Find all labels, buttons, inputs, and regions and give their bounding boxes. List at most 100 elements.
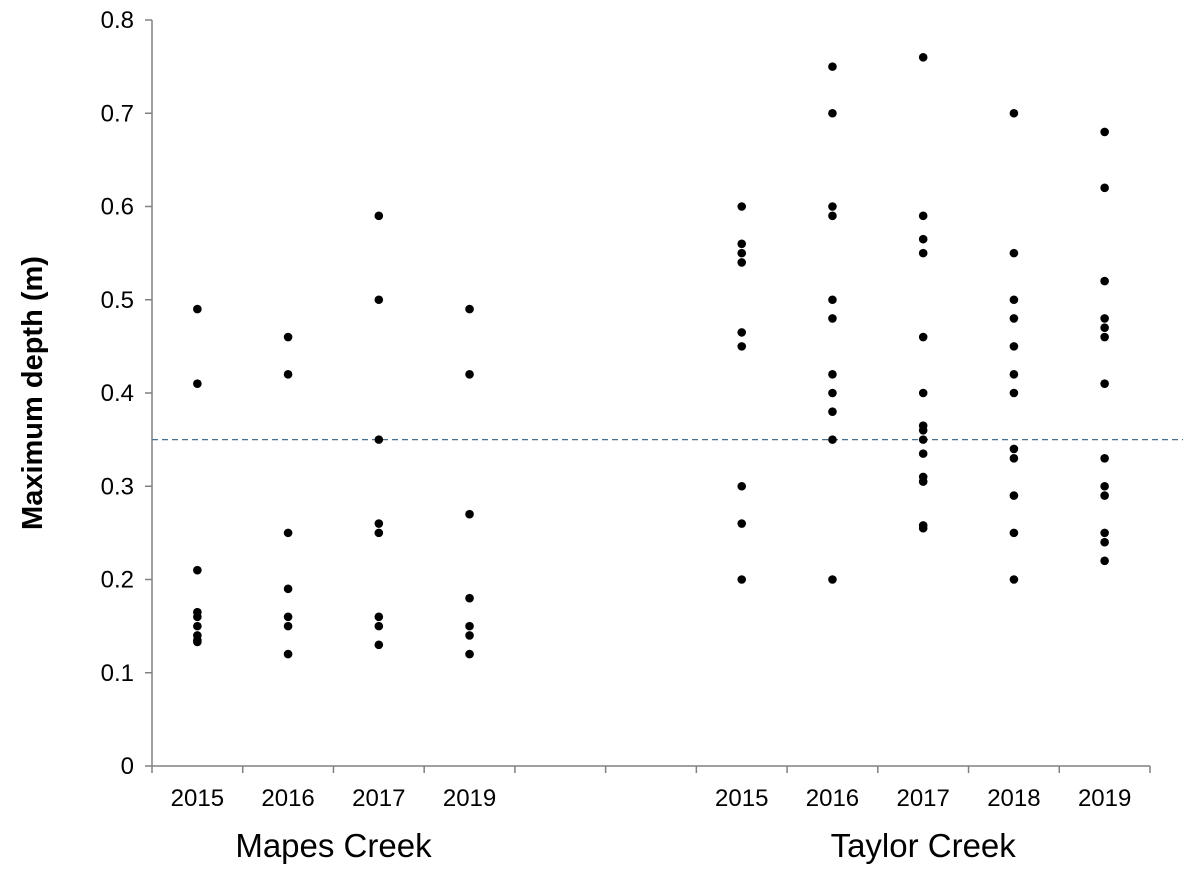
data-point-taylor-creek-2015 — [737, 342, 747, 351]
data-point-mapes-creek-2015 — [193, 565, 202, 575]
data-point-taylor-creek-2017 — [918, 248, 928, 258]
data-point-taylor-creek-2016 — [828, 108, 837, 118]
data-point-taylor-creek-2018 — [1009, 388, 1019, 398]
x-tick-marks — [151, 766, 1151, 773]
data-point-taylor-creek-2016 — [828, 370, 837, 379]
data-point-taylor-creek-2018 — [1009, 295, 1019, 305]
data-point-mapes-creek-2017 — [374, 528, 384, 538]
data-point-taylor-creek-2019 — [1100, 537, 1109, 547]
data-point-taylor-creek-2017 — [918, 211, 928, 221]
data-point-taylor-creek-2015 — [737, 258, 747, 267]
data-point-mapes-creek-2019 — [465, 621, 474, 631]
x-tick-label: 2019 — [443, 785, 496, 812]
data-point-taylor-creek-2017 — [918, 426, 928, 435]
group-labels: Mapes Creek Taylor Creek — [235, 827, 1016, 864]
data-point-taylor-creek-2017 — [918, 388, 928, 398]
data-point-taylor-creek-2019 — [1100, 481, 1109, 491]
data-point-taylor-creek-2019 — [1100, 332, 1109, 342]
data-point-taylor-creek-2016 — [828, 407, 837, 416]
data-point-taylor-creek-2016 — [828, 435, 837, 444]
data-point-taylor-creek-2018 — [1009, 528, 1019, 538]
data-point-mapes-creek-2017 — [374, 211, 384, 221]
data-point-mapes-creek-2016 — [283, 332, 293, 342]
x-tick-label: 2015 — [171, 785, 224, 812]
data-point-taylor-creek-2019 — [1100, 183, 1109, 193]
data-point-mapes-creek-2016 — [283, 584, 293, 594]
data-point-mapes-creek-2016 — [283, 370, 293, 379]
group-label: Mapes Creek — [235, 827, 432, 864]
data-point-taylor-creek-2015 — [737, 481, 747, 491]
data-point-taylor-creek-2015 — [737, 239, 747, 249]
data-point-taylor-creek-2019 — [1100, 528, 1109, 538]
data-point-taylor-creek-2016 — [828, 202, 837, 211]
data-point-mapes-creek-2015 — [193, 621, 202, 631]
y-tick-label: 0.5 — [101, 287, 134, 314]
y-tick-label: 0.6 — [101, 194, 134, 221]
data-point-taylor-creek-2015 — [737, 202, 747, 211]
data-point-mapes-creek-2016 — [283, 621, 293, 631]
y-tick-label: 0.1 — [101, 660, 134, 687]
data-point-taylor-creek-2015 — [737, 575, 747, 584]
data-point-mapes-creek-2019 — [465, 649, 474, 659]
data-point-taylor-creek-2016 — [828, 575, 837, 584]
data-point-mapes-creek-2017 — [374, 295, 384, 305]
y-tick-label: 0.2 — [101, 567, 134, 594]
data-point-taylor-creek-2017 — [918, 332, 928, 342]
data-point-mapes-creek-2017 — [374, 519, 384, 528]
data-point-mapes-creek-2017 — [374, 612, 384, 622]
data-point-taylor-creek-2018 — [1009, 444, 1019, 454]
data-point-mapes-creek-2017 — [374, 435, 384, 444]
data-point-taylor-creek-2017 — [918, 234, 928, 244]
data-point-taylor-creek-2019 — [1100, 323, 1109, 333]
x-tick-label: 2016 — [261, 785, 314, 812]
y-tick-labels: 0 0.1 0.2 0.3 0.4 0.5 0.6 0.7 0.8 — [101, 7, 152, 780]
data-point-mapes-creek-2019 — [465, 304, 474, 314]
y-tick-label: 0.8 — [101, 7, 134, 34]
data-point-taylor-creek-2016 — [828, 62, 837, 71]
data-point-taylor-creek-2018 — [1009, 248, 1019, 258]
x-tick-label: 2017 — [896, 785, 949, 812]
data-point-taylor-creek-2018 — [1009, 453, 1019, 463]
data-point-taylor-creek-2019 — [1100, 379, 1109, 388]
data-point-taylor-creek-2019 — [1100, 314, 1109, 323]
data-point-taylor-creek-2019 — [1100, 491, 1109, 500]
data-point-mapes-creek-2019 — [465, 593, 474, 603]
data-point-taylor-creek-2018 — [1009, 342, 1019, 351]
data-point-mapes-creek-2015 — [193, 304, 202, 314]
group-label: Taylor Creek — [831, 827, 1017, 864]
data-point-taylor-creek-2017 — [918, 435, 928, 444]
x-tick-label: 2019 — [1078, 785, 1131, 812]
data-point-taylor-creek-2019 — [1100, 127, 1109, 137]
data-point-taylor-creek-2016 — [828, 295, 837, 305]
x-tick-label: 2017 — [352, 785, 405, 812]
data-point-taylor-creek-2018 — [1009, 314, 1019, 323]
x-tick-labels: 2015 2016 2017 2019 2015 2016 2017 2018 2019 — [171, 785, 1132, 812]
data-point-taylor-creek-2016 — [828, 211, 837, 221]
data-point-mapes-creek-2017 — [374, 621, 384, 631]
data-point-mapes-creek-2019 — [465, 370, 474, 379]
y-tick-label: 0.3 — [101, 473, 134, 500]
data-point-taylor-creek-2018 — [1009, 108, 1019, 118]
data-point-mapes-creek-2017 — [374, 640, 384, 650]
data-point-taylor-creek-2019 — [1100, 556, 1109, 566]
data-point-taylor-creek-2017 — [918, 523, 928, 533]
data-point-mapes-creek-2016 — [283, 612, 293, 622]
data-point-taylor-creek-2018 — [1009, 491, 1019, 500]
x-tick-label: 2018 — [987, 785, 1040, 812]
data-point-taylor-creek-2017 — [918, 53, 928, 62]
data-point-taylor-creek-2018 — [1009, 575, 1019, 584]
data-point-taylor-creek-2015 — [737, 519, 747, 528]
data-point-mapes-creek-2016 — [283, 528, 293, 538]
data-point-taylor-creek-2018 — [1009, 370, 1019, 379]
data-point-mapes-creek-2019 — [465, 509, 474, 519]
data-point-taylor-creek-2015 — [737, 328, 747, 337]
data-point-taylor-creek-2017 — [918, 477, 928, 486]
data-point-taylor-creek-2017 — [918, 449, 928, 458]
y-tick-label: 0.4 — [101, 380, 134, 407]
y-axis-title: Maximum depth (m) — [17, 256, 49, 530]
data-points — [193, 53, 1109, 659]
data-point-mapes-creek-2015 — [193, 637, 202, 647]
data-point-mapes-creek-2016 — [283, 649, 293, 659]
data-point-taylor-creek-2019 — [1100, 276, 1109, 286]
data-point-taylor-creek-2016 — [828, 388, 837, 398]
